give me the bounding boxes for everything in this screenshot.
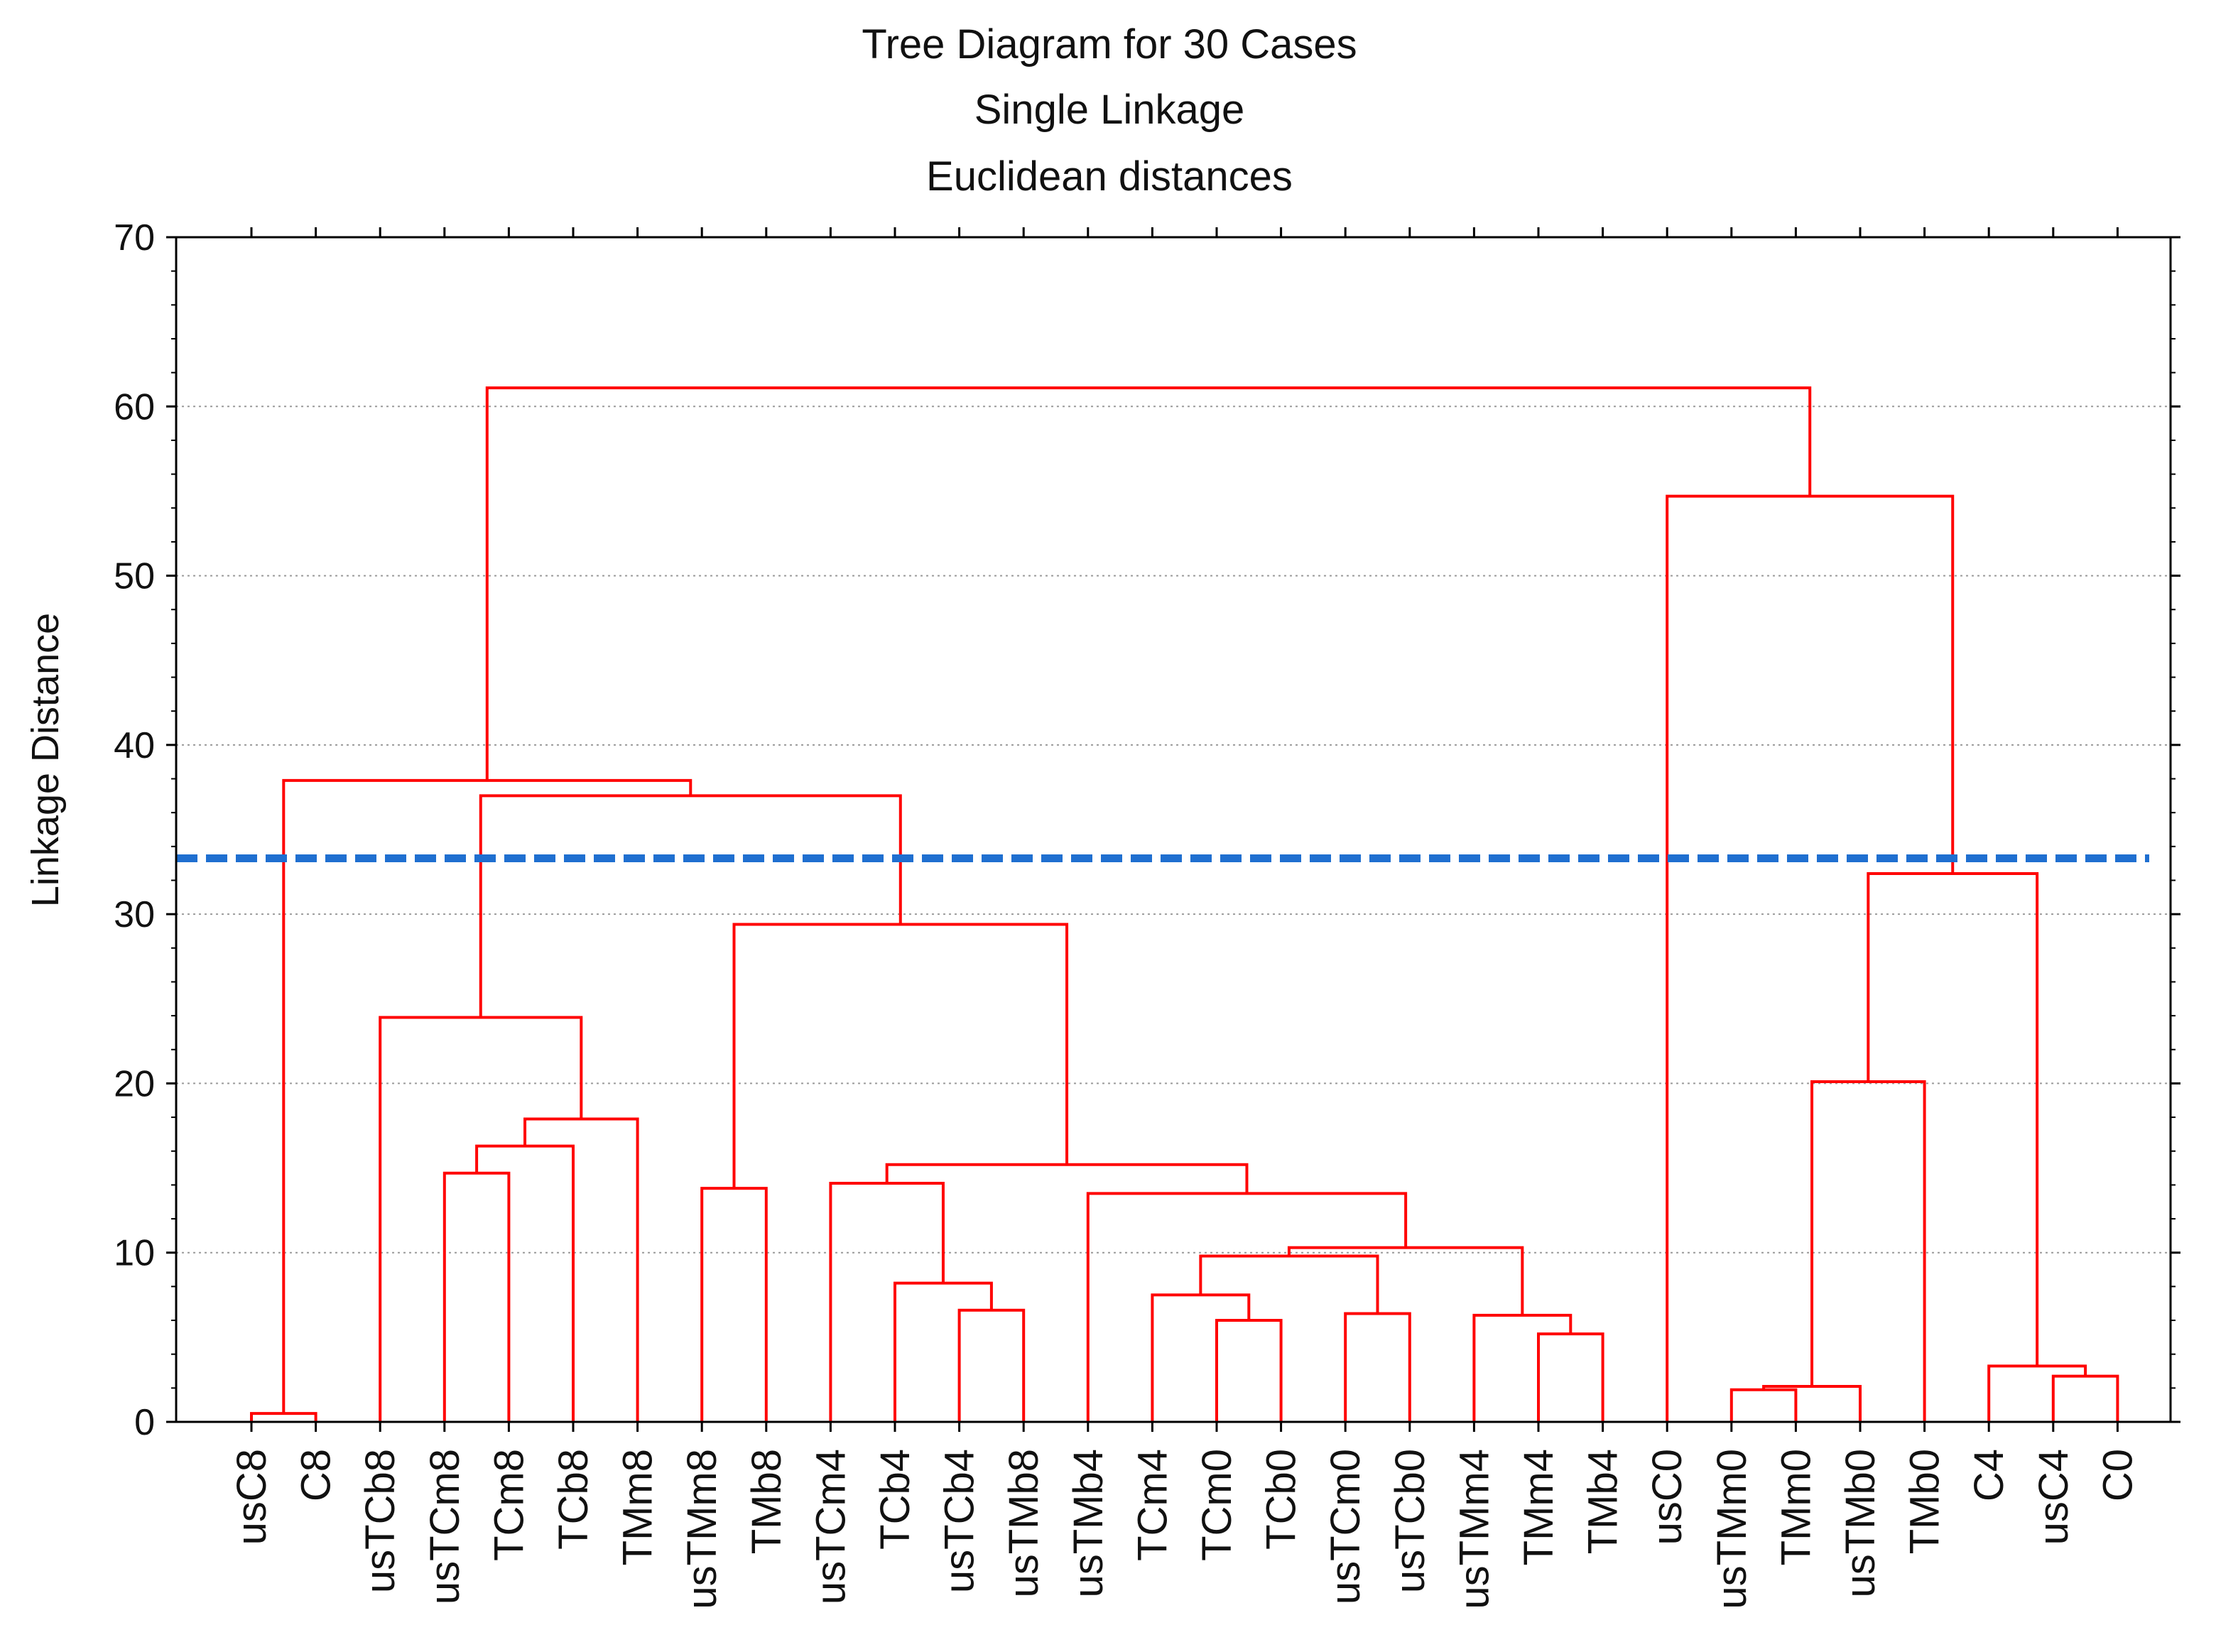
dendrogram-link-1	[442, 1171, 511, 1422]
leaf-label: usC4	[2031, 1449, 2077, 1545]
leaf-label: usC8	[229, 1449, 275, 1545]
dendrogram-link-20	[282, 778, 692, 1414]
dendrogram-link-21	[1729, 1388, 1798, 1422]
dendrogram-link-22	[1762, 1384, 1862, 1422]
y-tick-label: 70	[114, 217, 155, 259]
leaf-label: usTCb0	[1387, 1449, 1433, 1593]
dendrogram-link-16	[1086, 1192, 1408, 1422]
dendrogram-link-5	[700, 1187, 768, 1422]
dendrogram-link-0	[250, 1412, 317, 1422]
y-tick-label: 50	[114, 556, 155, 597]
dendrogram-link-2	[475, 1144, 575, 1422]
leaf-label: C8	[293, 1449, 340, 1501]
leaf-label: usTCb4	[937, 1449, 983, 1593]
dendrogram-branches	[250, 386, 2119, 1422]
dendrogram-link-3	[523, 1117, 639, 1422]
leaf-label: TMb4	[1580, 1449, 1626, 1554]
leaf-label: usC0	[1644, 1449, 1690, 1545]
dendrogram-link-24	[2051, 1374, 2119, 1422]
dendrogram-link-8	[829, 1182, 945, 1422]
leaf-label: usTCm8	[422, 1449, 468, 1604]
title-line-1: Tree Diagram for 30 Cases	[862, 21, 1357, 67]
leaf-label: C0	[2095, 1449, 2141, 1501]
leaf-label: usTMm8	[679, 1449, 725, 1609]
title-line-3: Euclidean distances	[926, 153, 1293, 200]
dendrogram-link-17	[885, 1163, 1249, 1194]
dendrogram-link-7	[894, 1281, 993, 1422]
dendrogram-link-27	[1666, 494, 1955, 1422]
dendrogram-link-4	[379, 1016, 583, 1422]
dendrogram-link-10	[1151, 1293, 1251, 1422]
dendrogram-link-19	[479, 794, 902, 1018]
y-tick-label: 60	[114, 386, 155, 428]
leaf-label: usTMm0	[1709, 1449, 1755, 1609]
leaf-label: TMm0	[1773, 1449, 1819, 1565]
chart-title: Tree Diagram for 30 Cases Single Linkage…	[862, 21, 1357, 200]
dendrogram-link-26	[1867, 871, 2039, 1366]
plot-frame	[175, 227, 2172, 1432]
dendrogram-link-12	[1199, 1254, 1379, 1314]
leaf-label: TCb4	[872, 1449, 918, 1550]
y-tick-label: 10	[114, 1233, 155, 1274]
leaf-label: usTMb0	[1837, 1449, 1884, 1598]
leaf-label: usTCm0	[1322, 1449, 1369, 1604]
leaf-label: TCm8	[486, 1449, 532, 1561]
leaf-label: usTCb8	[357, 1449, 403, 1593]
y-axis-label: Linkage Distance	[24, 613, 67, 907]
dendrogram-link-28	[485, 386, 1812, 781]
leaf-label: usTMm4	[1451, 1449, 1497, 1609]
y-tick-label: 40	[114, 725, 155, 766]
leaf-label: C4	[1966, 1449, 2012, 1501]
y-tick-label: 0	[134, 1402, 155, 1443]
dendrogram-link-25	[1987, 1364, 2087, 1422]
dendrogram-link-18	[732, 923, 1069, 1189]
y-tick-label: 20	[114, 1063, 155, 1104]
dendrogram-link-9	[1215, 1319, 1283, 1422]
leaf-label: TMb8	[744, 1449, 790, 1554]
plot-border	[175, 236, 2172, 1423]
leaf-label: TMm4	[1516, 1449, 1562, 1565]
leaf-label: TCb8	[550, 1449, 597, 1550]
dendrogram-link-13	[1537, 1332, 1604, 1422]
dendrogram-link-14	[1472, 1313, 1573, 1422]
dendrogram-link-11	[1344, 1312, 1411, 1422]
leaf-label: TMb0	[1902, 1449, 1948, 1554]
leaf-label: usTMb4	[1065, 1449, 1112, 1598]
leaf-labels: usC8 C8 usTCb8 usTCm8 TCm8 TCb8 TMm8 usTMm8 TMb8…	[229, 1449, 2141, 1609]
dendrogram-link-6	[957, 1308, 1026, 1422]
leaf-label: TCm4	[1129, 1449, 1175, 1561]
y-axis-ticks: 0 10 20 30 40 50 60 70	[114, 217, 2180, 1443]
leaf-label: TMm8	[615, 1449, 661, 1565]
dendrogram-link-23	[1810, 1080, 1926, 1422]
dendrogram-link-15	[1287, 1246, 1524, 1315]
leaf-label: TCm0	[1194, 1449, 1240, 1561]
grid-lines	[176, 406, 2171, 1254]
leaf-label: TCb0	[1259, 1449, 1305, 1550]
leaf-label: usTCm4	[808, 1449, 854, 1604]
title-line-2: Single Linkage	[974, 87, 1245, 133]
leaf-label: usTMb8	[1001, 1449, 1047, 1598]
y-tick-label: 30	[114, 894, 155, 935]
